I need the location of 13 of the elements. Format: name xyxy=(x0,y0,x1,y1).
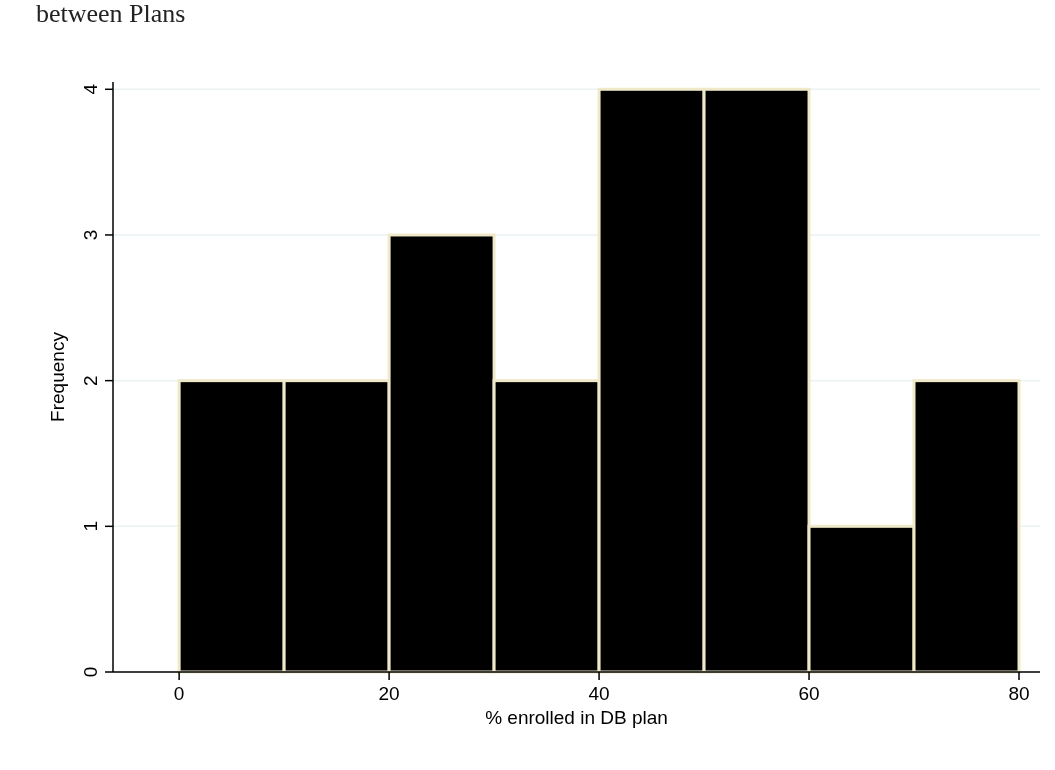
y-axis-title: Frequency xyxy=(47,331,68,422)
x-axis-title: % enrolled in DB plan xyxy=(485,707,668,728)
y-tick-label: 3 xyxy=(80,229,101,241)
x-tick-label: 60 xyxy=(798,683,820,704)
y-tick-label: 1 xyxy=(80,521,101,532)
chart-title: between Plans xyxy=(36,0,186,28)
y-tick-label: 4 xyxy=(80,83,101,95)
x-tick-label: 20 xyxy=(378,683,400,704)
x-tick-label: 40 xyxy=(588,683,610,704)
x-tick-label: 80 xyxy=(1008,683,1030,704)
y-tick-label: 0 xyxy=(80,666,101,678)
x-tick-label: 0 xyxy=(173,683,185,704)
y-tick-label: 2 xyxy=(80,375,101,386)
